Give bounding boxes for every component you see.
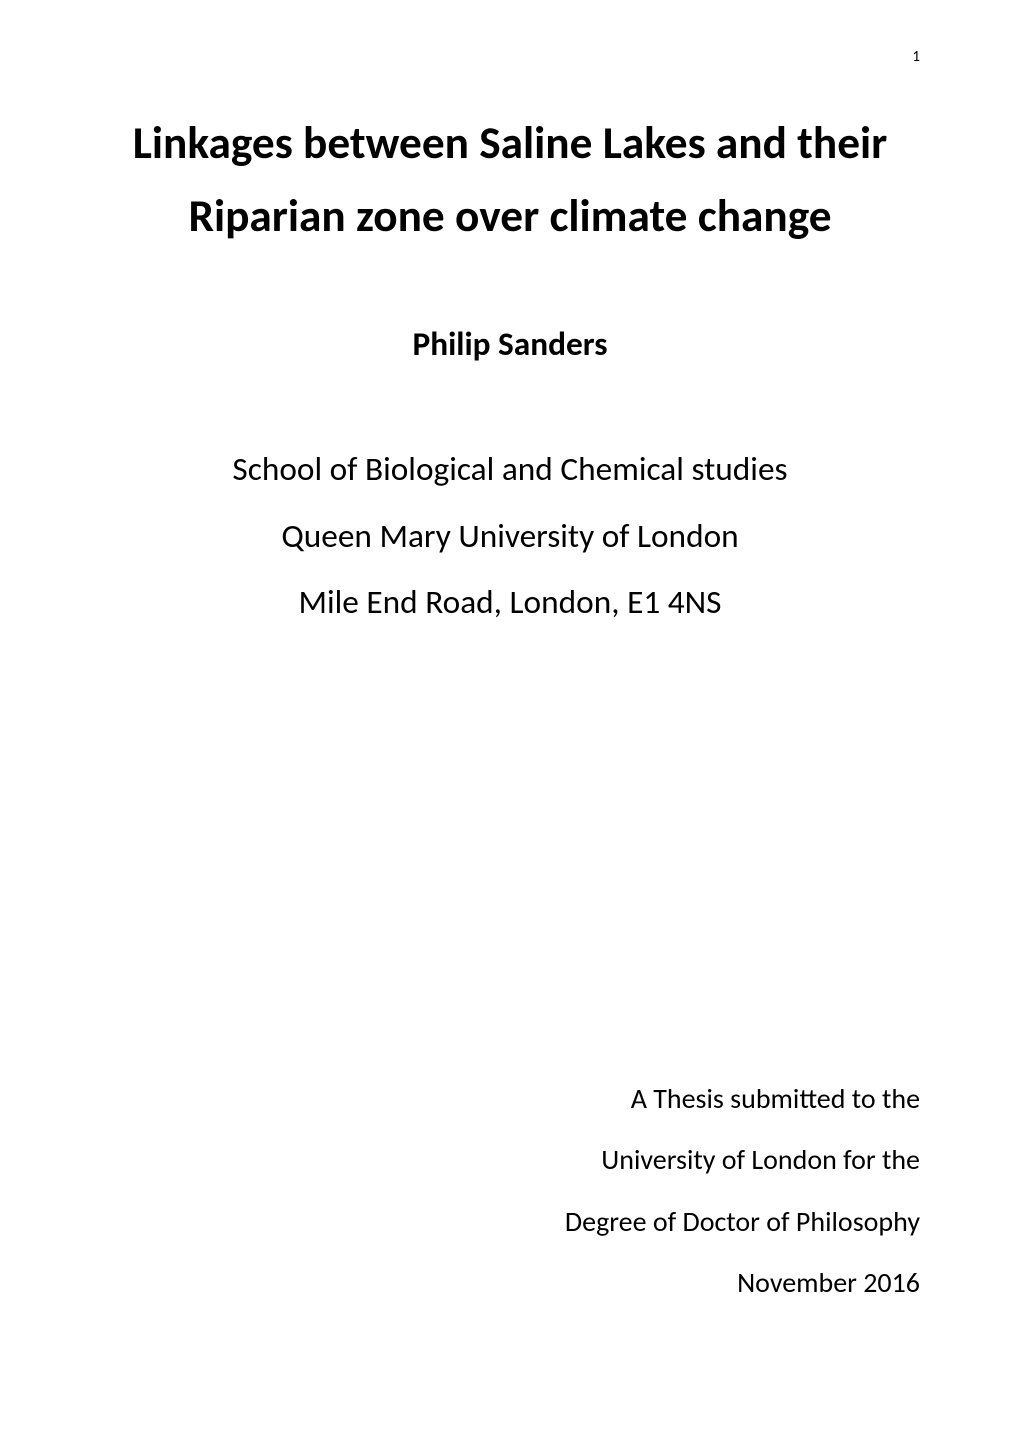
title-line-1: Linkages between Saline Lakes and their — [100, 108, 920, 181]
submission-line-3: Degree of Doctor of Philosophy — [565, 1191, 920, 1253]
author-name: Philip Sanders — [100, 323, 920, 364]
affiliation-block: School of Biological and Chemical studie… — [100, 436, 920, 636]
affiliation-line-2: Queen Mary University of London — [100, 503, 920, 570]
author-block: Philip Sanders — [100, 323, 920, 364]
thesis-title-page: 1 Linkages between Saline Lakes and thei… — [0, 0, 1020, 1442]
submission-line-1: A Thesis submitted to the — [565, 1068, 920, 1130]
title-block: Linkages between Saline Lakes and their … — [100, 108, 920, 253]
submission-block: A Thesis submitted to the University of … — [565, 1068, 920, 1314]
submission-line-2: University of London for the — [565, 1129, 920, 1191]
submission-line-4: November 2016 — [565, 1252, 920, 1314]
affiliation-line-3: Mile End Road, London, E1 4NS — [100, 569, 920, 636]
affiliation-line-1: School of Biological and Chemical studie… — [100, 436, 920, 503]
page-number: 1 — [912, 48, 920, 66]
title-line-2: Riparian zone over climate change — [100, 181, 920, 254]
